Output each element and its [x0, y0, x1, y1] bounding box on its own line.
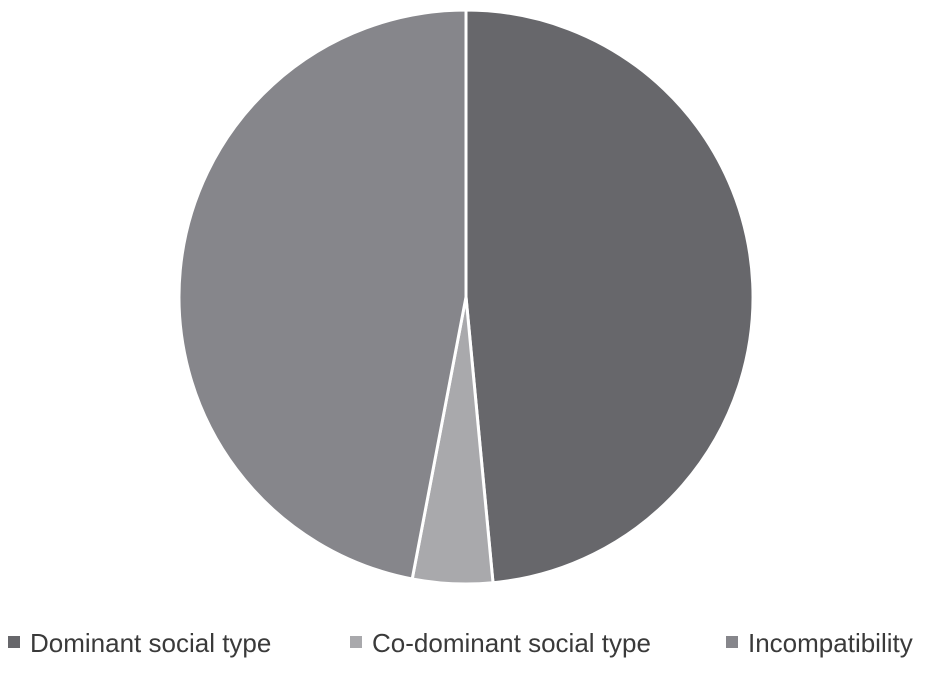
pie-slices [177, 8, 755, 586]
legend-swatch-incompatibility [726, 636, 738, 648]
legend-label-co-dominant-social-type: Co-dominant social type [372, 628, 651, 658]
legend-swatch-dominant-social-type [8, 636, 20, 648]
pie-slice-dominant-social-type [464, 8, 755, 585]
pie-slice-incompatibility [177, 8, 468, 581]
legend-label-dominant-social-type: Dominant social type [30, 628, 271, 658]
legend-label-incompatibility: Incompatibility [748, 628, 913, 658]
legend: Dominant social type Co-dominant social t… [8, 628, 913, 658]
legend-swatch-co-dominant-social-type [350, 636, 362, 648]
